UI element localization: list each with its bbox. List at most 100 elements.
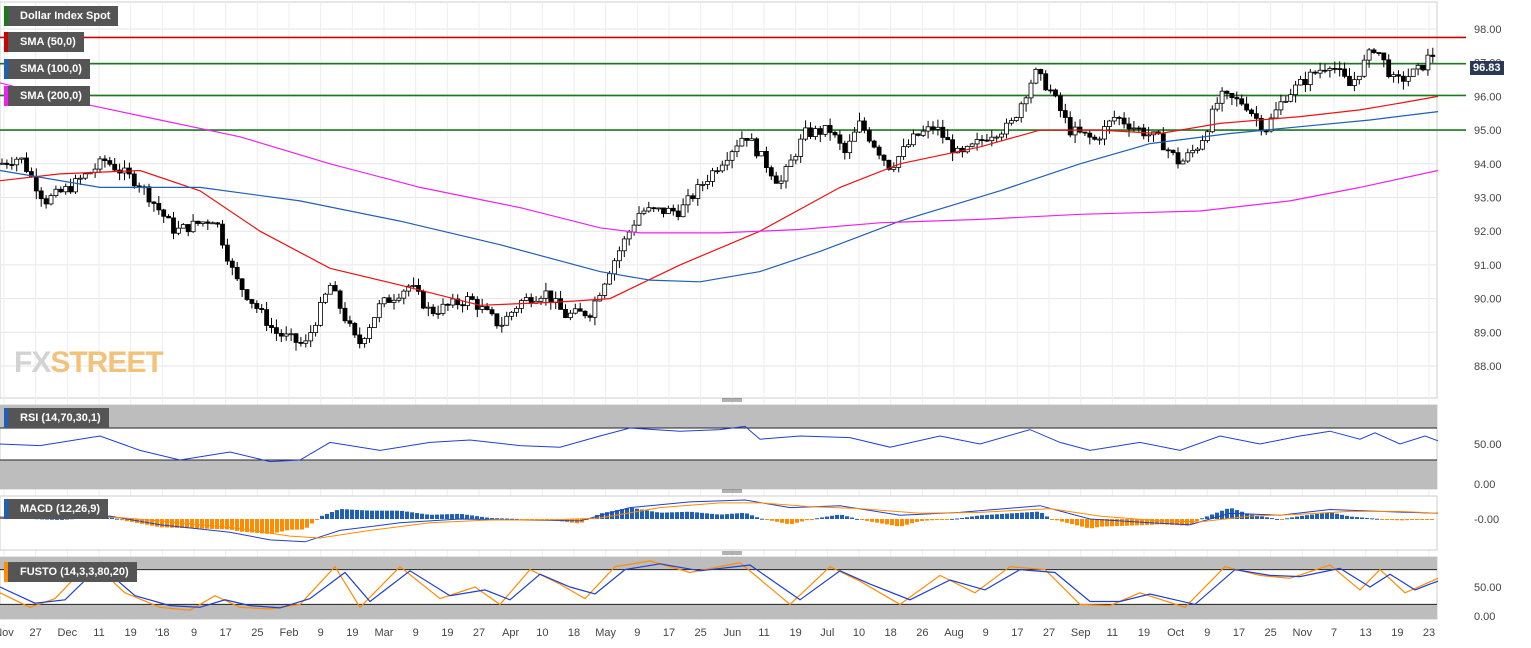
macd-histogram-bar xyxy=(1315,513,1319,519)
macd-histogram-bar xyxy=(510,518,514,520)
macd-histogram-bar xyxy=(980,515,984,519)
legend-title: Dollar Index Spot xyxy=(4,6,119,26)
macd-histogram-bar xyxy=(1200,518,1204,520)
macd-histogram-bar xyxy=(50,518,54,520)
candle-body xyxy=(548,290,554,304)
candle-body xyxy=(166,215,172,219)
candle-body xyxy=(195,220,201,224)
macd-histogram-bar xyxy=(975,515,979,519)
candle-body xyxy=(817,128,823,135)
x-tick-label: Feb xyxy=(280,627,299,639)
macd-histogram-bar xyxy=(380,510,384,519)
candle-body xyxy=(1396,74,1401,77)
macd-histogram-bar xyxy=(745,513,749,519)
candle-body xyxy=(1131,127,1137,130)
candle-body xyxy=(440,303,446,314)
x-tick-label: 19 xyxy=(346,627,358,639)
macd-histogram-bar xyxy=(675,512,679,519)
macd-histogram-bar xyxy=(240,519,244,532)
macd-histogram-bar xyxy=(1215,512,1219,519)
candle-body xyxy=(288,333,294,336)
macd-histogram-bar xyxy=(1070,519,1074,525)
macd-histogram-bar xyxy=(305,519,309,528)
candle-body xyxy=(857,120,862,133)
candle-body xyxy=(1126,123,1132,130)
candle-body xyxy=(724,159,730,166)
macd-histogram-bar xyxy=(855,518,859,520)
macd-histogram-bar xyxy=(385,510,389,519)
macd-histogram-bar xyxy=(670,512,674,519)
candle-body xyxy=(171,217,176,234)
candle-body xyxy=(886,159,892,170)
macd-histogram-bar xyxy=(1095,519,1099,528)
candle-body xyxy=(994,136,1000,139)
candle-body xyxy=(97,158,103,170)
macd-histogram-bar xyxy=(1205,516,1209,519)
candle-body xyxy=(984,139,990,142)
candle-body xyxy=(401,290,407,299)
x-tick-label: 17 xyxy=(220,627,232,639)
macd-histogram-bar xyxy=(995,514,999,519)
macd-histogram-bar xyxy=(1265,517,1269,519)
macd-histogram-bar xyxy=(645,510,649,519)
macd-histogram-bar xyxy=(1400,519,1404,521)
macd-histogram-bar xyxy=(220,519,224,530)
macd-histogram-bar xyxy=(635,508,639,519)
candle-body xyxy=(465,296,470,306)
candle-body xyxy=(0,162,5,165)
candle-body xyxy=(1185,152,1191,162)
candle-body xyxy=(386,297,392,303)
candle-body xyxy=(479,306,485,310)
fxstreet-logo: FXSTREET xyxy=(14,346,164,380)
legend-macd: MACD (12,26,9) xyxy=(4,499,109,519)
macd-histogram-bar xyxy=(325,513,329,519)
macd-histogram-bar xyxy=(340,509,344,519)
macd-histogram-bar xyxy=(910,519,914,524)
macd-histogram-bar xyxy=(680,511,684,519)
candle-body xyxy=(489,309,495,315)
candle-body xyxy=(651,207,657,210)
candle-body xyxy=(749,138,755,141)
candle-body xyxy=(1053,89,1058,97)
macd-histogram-bar xyxy=(1165,519,1169,525)
candle-body xyxy=(318,301,323,326)
macd-histogram-bar xyxy=(1075,519,1079,526)
candle-body xyxy=(1190,150,1196,154)
rsi-tick-label: 50.00 xyxy=(1474,439,1502,451)
candle-body xyxy=(1376,52,1382,54)
x-tick-label: May xyxy=(595,627,616,639)
macd-histogram-bar xyxy=(985,514,989,519)
candle-body xyxy=(979,139,985,141)
x-tick-label: 19 xyxy=(790,627,802,639)
candle-body xyxy=(852,131,857,142)
macd-histogram-bar xyxy=(1250,514,1254,519)
macd-histogram-bar xyxy=(880,519,884,524)
candle-body xyxy=(1004,122,1009,135)
candle-body xyxy=(636,212,642,226)
y-tick-label: 91.00 xyxy=(1474,260,1502,272)
candle-body xyxy=(308,332,314,342)
macd-histogram-bar xyxy=(155,519,159,527)
macd-histogram-bar xyxy=(360,510,364,519)
candle-body xyxy=(1072,126,1078,136)
macd-histogram-bar xyxy=(205,519,209,529)
candle-body xyxy=(1322,69,1328,72)
candle-body xyxy=(450,298,456,306)
candle-body xyxy=(969,143,975,147)
candle-body xyxy=(891,166,897,170)
candle-body xyxy=(1038,69,1044,75)
macd-histogram-bar xyxy=(1375,518,1379,520)
candle-body xyxy=(911,133,916,146)
macd-histogram-bar xyxy=(760,518,764,520)
macd-histogram-bar xyxy=(150,519,154,526)
candle-body xyxy=(940,126,946,138)
candle-body xyxy=(469,296,475,300)
macd-histogram-bar xyxy=(1145,519,1149,526)
macd-histogram-bar xyxy=(665,512,669,519)
candle-body xyxy=(1028,82,1034,99)
macd-histogram-bar xyxy=(755,517,759,519)
candle-body xyxy=(582,310,588,317)
candle-body xyxy=(577,308,583,312)
macd-histogram-bar xyxy=(215,519,219,530)
macd-histogram-bar xyxy=(480,516,484,519)
